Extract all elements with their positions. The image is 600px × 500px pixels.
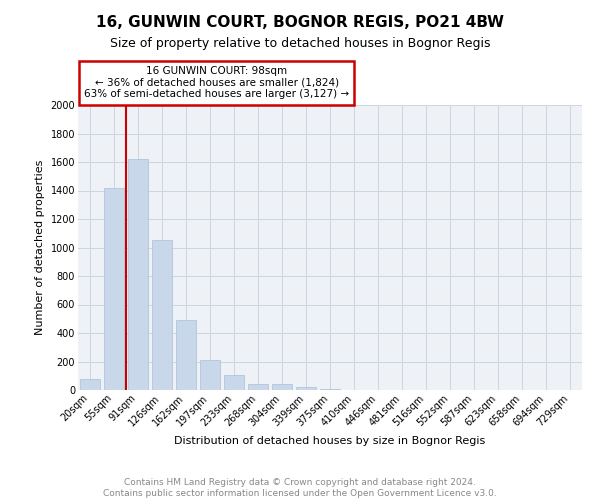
Text: 16 GUNWIN COURT: 98sqm
← 36% of detached houses are smaller (1,824)
63% of semi-: 16 GUNWIN COURT: 98sqm ← 36% of detached…: [84, 66, 349, 100]
X-axis label: Distribution of detached houses by size in Bognor Regis: Distribution of detached houses by size …: [175, 436, 485, 446]
Bar: [320, 388, 340, 390]
Bar: [176, 320, 196, 390]
Bar: [128, 159, 148, 390]
Bar: [80, 378, 100, 390]
Y-axis label: Number of detached properties: Number of detached properties: [35, 160, 45, 335]
Bar: [224, 375, 244, 390]
Text: Size of property relative to detached houses in Bognor Regis: Size of property relative to detached ho…: [110, 38, 490, 51]
Bar: [200, 360, 220, 390]
Bar: [104, 188, 124, 390]
Bar: [248, 384, 268, 390]
Bar: [296, 387, 316, 390]
Bar: [272, 384, 292, 390]
Text: Contains HM Land Registry data © Crown copyright and database right 2024.
Contai: Contains HM Land Registry data © Crown c…: [103, 478, 497, 498]
Text: 16, GUNWIN COURT, BOGNOR REGIS, PO21 4BW: 16, GUNWIN COURT, BOGNOR REGIS, PO21 4BW: [96, 15, 504, 30]
Bar: [152, 240, 172, 390]
